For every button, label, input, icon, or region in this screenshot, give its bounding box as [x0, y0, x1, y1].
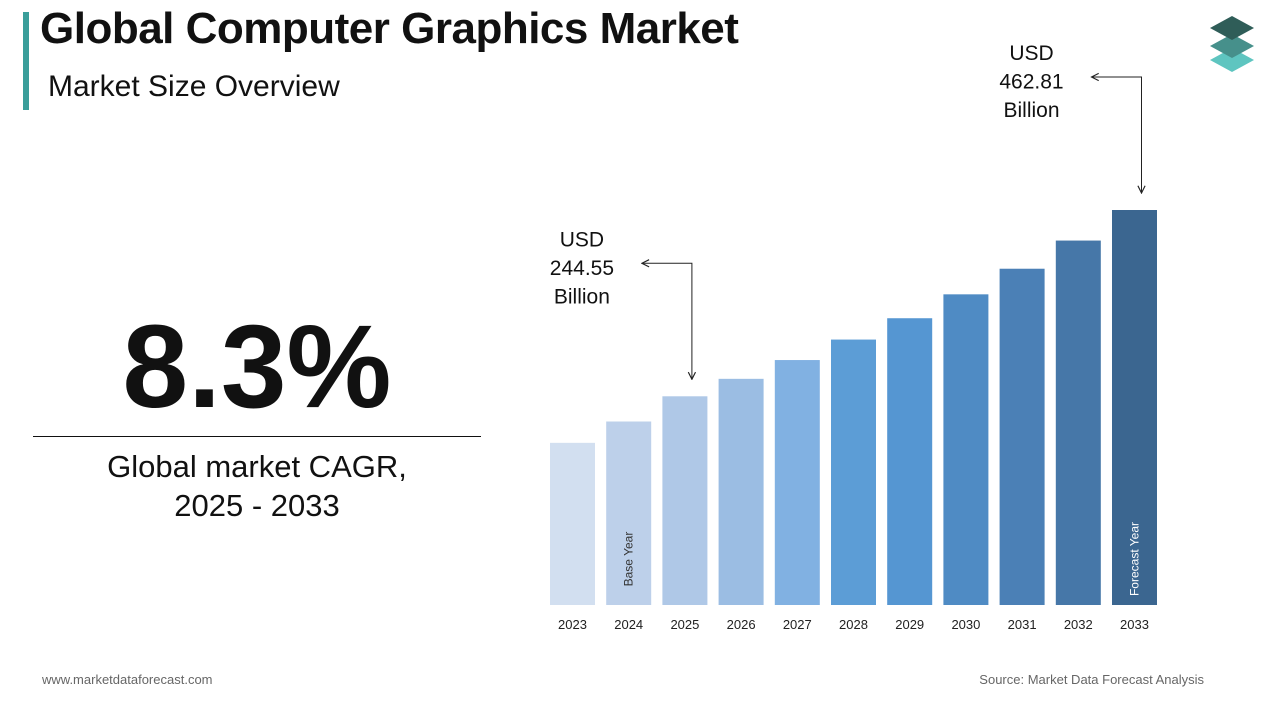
- annotation-arrow-2025: [642, 263, 692, 379]
- bar-2025: [662, 396, 708, 605]
- bar-2033: [1112, 210, 1157, 605]
- bar-2030: [943, 294, 989, 605]
- x-tick-label-2029: 2029: [895, 617, 924, 632]
- source-note: Source: Market Data Forecast Analysis: [979, 672, 1204, 687]
- bar-label-base-year: Base Year: [622, 532, 636, 587]
- bar-2023: [550, 442, 595, 605]
- x-tick-label-2032: 2032: [1064, 617, 1093, 632]
- x-tick-label-2023: 2023: [558, 617, 587, 632]
- bar-2029: [887, 318, 933, 605]
- annotation-2025: USD 244.55 Billion: [550, 228, 614, 308]
- page-subtitle: Market Size Overview: [48, 70, 340, 103]
- bar-2031: [999, 268, 1045, 605]
- cagr-value: 8.3%: [122, 301, 392, 433]
- x-tick-label-2026: 2026: [727, 617, 756, 632]
- bar-label-forecast-year: Forecast Year: [1128, 522, 1142, 596]
- page-title: Global Computer Graphics Market: [40, 4, 739, 53]
- annotation-2033: USD 462.81 Billion: [999, 42, 1063, 122]
- bar-2028: [831, 339, 876, 605]
- x-tick-label-2031: 2031: [1008, 617, 1037, 632]
- x-tick-label-2028: 2028: [839, 617, 868, 632]
- title-accent-bar: [23, 12, 29, 110]
- x-tick-label-2027: 2027: [783, 617, 812, 632]
- x-tick-label-2025: 2025: [670, 617, 699, 632]
- cagr-label-line2: 2025 - 2033: [174, 488, 340, 523]
- annotation-arrow-2033: [1092, 77, 1142, 193]
- x-tick-label-2024: 2024: [614, 617, 643, 632]
- website-url: www.marketdataforecast.com: [42, 672, 213, 687]
- layered-stack-icon: [1210, 16, 1254, 72]
- bar-2026: [718, 378, 764, 605]
- cagr-label-line1: Global market CAGR,: [107, 449, 407, 484]
- bar-2024: [606, 421, 652, 605]
- cagr-divider: [33, 436, 481, 437]
- x-tick-label-2033: 2033: [1120, 617, 1149, 632]
- bar-2032: [1055, 240, 1101, 606]
- market-size-bar-chart: 2023 2024 2025 2026 2027 2028 2029 2030 2031 2032…: [550, 42, 1157, 632]
- x-tick-label-2030: 2030: [951, 617, 980, 632]
- cagr-label: Global market CAGR, 2025 - 2033: [33, 447, 481, 525]
- bar-2027: [774, 360, 820, 605]
